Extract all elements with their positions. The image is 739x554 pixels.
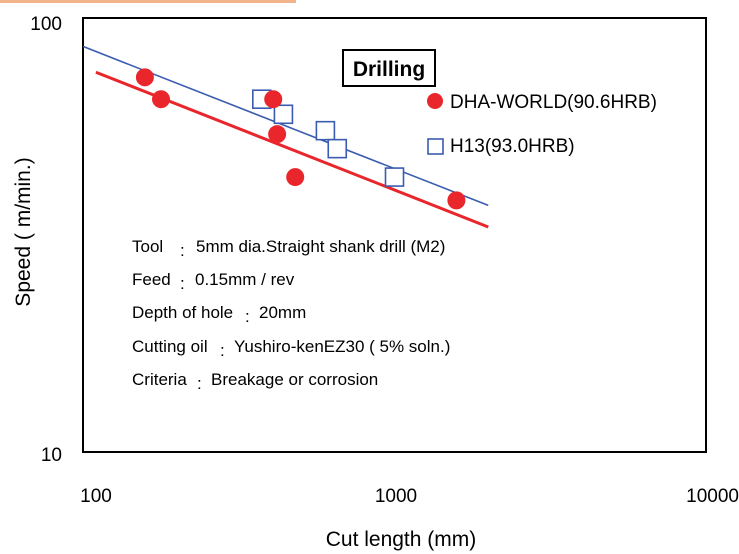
plot-area [82, 17, 707, 453]
point-h13-1 [273, 104, 294, 125]
point-h13-2 [315, 120, 336, 141]
annotation-text-feed: 0.15mm / rev [195, 270, 295, 289]
annotation-text-tool: 5mm dia.Straight shank drill (M2) [196, 237, 445, 256]
chart-title: Drilling [353, 58, 425, 81]
annotation-sep-criteria: : [197, 374, 202, 393]
annotation-label-feed: Feed [132, 270, 171, 289]
x-axis-label: Cut length (mm) [326, 528, 477, 551]
annotation-text-oil: Yushiro-kenEZ30 ( 5% soln.) [234, 337, 450, 356]
data-points [135, 68, 466, 210]
y-tick-label-10: 10 [41, 445, 62, 466]
point-dha-world-0 [135, 68, 154, 87]
annotation-label-depth: Depth of hole [132, 303, 233, 322]
x-tick-label-1000: 1000 [375, 486, 417, 507]
legend-marker-dha-world [427, 93, 443, 109]
annotation-label-oil: Cutting oil [132, 337, 208, 356]
top-accent-bar [0, 0, 296, 3]
point-dha-world-5 [447, 191, 466, 210]
point-h13-3 [327, 138, 348, 159]
y-axis-label: Speed ( m/min.) [12, 157, 35, 306]
annotation-text-depth: 20mm [259, 303, 306, 322]
annotation-sep-oil: : [220, 341, 225, 360]
chart-title-box [342, 49, 436, 87]
point-dha-world-2 [264, 90, 283, 109]
legend-label-dha-world: DHA-WORLD(90.6HRB) [450, 92, 657, 113]
point-h13-4 [384, 167, 405, 187]
x-tick-label-10000: 10000 [686, 486, 739, 507]
x-tick-label-100: 100 [80, 486, 112, 507]
point-dha-world-1 [152, 90, 171, 109]
y-tick-label-100: 100 [30, 14, 62, 35]
annotation-block: Tool : 5mm dia.Straight shank drill (M2)… [132, 237, 450, 393]
point-dha-world-4 [286, 168, 305, 187]
legend-label-h13: H13(93.0HRB) [450, 136, 575, 157]
annotation-sep-tool: : [180, 241, 185, 260]
annotation-label-tool: Tool [132, 237, 163, 256]
annotation-sep-feed: : [180, 274, 185, 293]
annotation-text-criteria: Breakage or corrosion [211, 370, 378, 389]
point-dha-world-3 [268, 125, 287, 144]
annotation-sep-depth: : [245, 307, 250, 326]
annotation-label-criteria: Criteria [132, 370, 187, 389]
legend-marker-h13 [427, 138, 444, 155]
